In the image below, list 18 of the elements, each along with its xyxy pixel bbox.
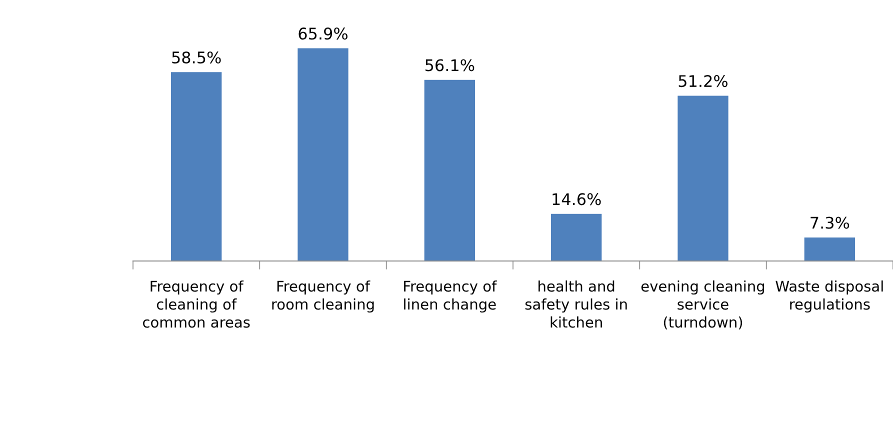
bar <box>424 80 475 261</box>
x-tick-label: Frequency of cleaning of common areas <box>143 280 250 328</box>
x-tick-label: Frequency of room cleaning <box>272 280 374 313</box>
bar <box>298 48 348 261</box>
data-label: 7.3% <box>810 216 850 229</box>
bar <box>171 72 222 261</box>
data-label: 56.1% <box>426 59 474 72</box>
x-tick-label: evening cleaning service (turndown) <box>641 280 764 330</box>
x-tick-label: health and safety rules in kitchen <box>525 280 627 328</box>
data-label: 14.6% <box>552 193 601 206</box>
x-tick-label: Waste disposal regulations <box>776 280 883 313</box>
bar <box>804 237 855 261</box>
data-label: 65.9% <box>298 28 348 40</box>
data-label: 58.5% <box>172 51 221 64</box>
bar <box>678 96 728 261</box>
x-tick-label: Frequency of linen change <box>404 280 497 313</box>
data-label: 51.2% <box>678 75 728 88</box>
bar <box>551 214 602 261</box>
